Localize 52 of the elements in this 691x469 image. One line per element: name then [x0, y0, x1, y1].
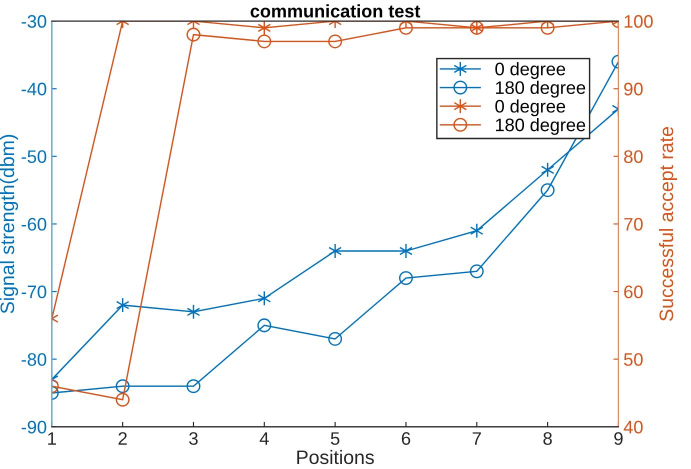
x-axis-title: Positions	[297, 450, 374, 464]
y-tick-label: -30	[22, 15, 46, 28]
x-tick-label: 8	[543, 432, 552, 445]
y-tick-label: -80	[22, 353, 46, 366]
y-tick-label: -40	[22, 82, 46, 96]
y-tick-label: -60	[22, 218, 46, 231]
y-tick-label: -90	[22, 420, 46, 434]
point	[399, 21, 413, 35]
y2-tick-label: 90	[624, 82, 643, 96]
point	[257, 34, 272, 48]
x-tick-label: 7	[472, 432, 481, 445]
point	[116, 392, 130, 407]
x-tick-label: 3	[189, 432, 198, 445]
point	[257, 318, 272, 332]
point	[116, 379, 130, 394]
y-tick-label: -70	[22, 285, 46, 298]
x-tick-label: 5	[330, 432, 340, 445]
point	[328, 34, 342, 48]
point	[116, 297, 130, 313]
y2-tick-label: 60	[624, 285, 643, 298]
point	[186, 379, 200, 394]
y2-tick-label: 40	[624, 420, 643, 434]
y2-tick-label: 80	[624, 150, 643, 164]
y2-tick-label: 50	[624, 353, 643, 366]
point	[186, 304, 200, 320]
point	[258, 21, 272, 36]
legend-label: 0 degree	[495, 99, 566, 116]
point	[328, 243, 342, 259]
y-axis-title: Signal strength(dbm)	[0, 134, 18, 314]
y2-tick-label: 100	[624, 15, 653, 28]
y-tick-label: -50	[22, 150, 46, 164]
legend-label: 180 degree	[496, 118, 586, 135]
chart-title: communication test	[250, 4, 420, 18]
point	[399, 243, 413, 259]
legend-label: 0 degree	[495, 62, 566, 79]
point	[470, 264, 484, 278]
point	[258, 290, 272, 306]
point	[328, 332, 342, 346]
legend-label: 180 degree	[496, 80, 586, 98]
point	[399, 271, 413, 285]
y2-tick-label: 70	[624, 218, 643, 231]
x-tick-label: 2	[118, 432, 127, 445]
x-tick-label: 9	[614, 432, 623, 445]
point	[540, 162, 554, 178]
x-tick-label: 1	[48, 432, 56, 445]
point	[540, 183, 555, 198]
point	[186, 28, 200, 42]
point	[470, 223, 484, 238]
x-tick-label: 4	[260, 432, 269, 445]
point	[540, 21, 555, 35]
x-tick-label: 6	[402, 432, 410, 445]
y2-axis-title: Successful accept rate	[658, 126, 678, 321]
